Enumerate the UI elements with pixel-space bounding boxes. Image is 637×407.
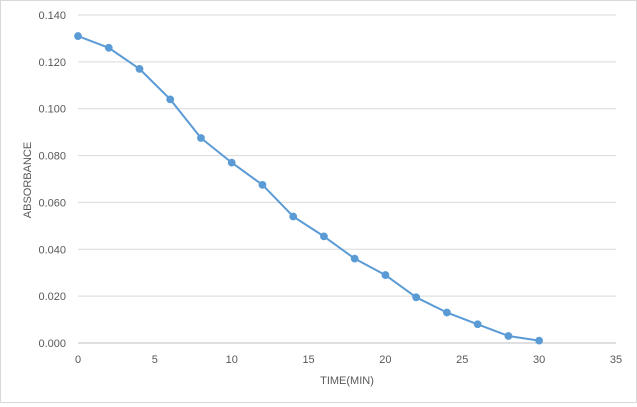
x-tick-label: 10: [226, 354, 238, 366]
y-tick-label: 0.080: [38, 151, 66, 163]
x-axis-title: TIME(MIN): [320, 375, 374, 387]
series: [74, 32, 544, 345]
x-tick-label: 0: [75, 354, 81, 366]
series-line: [77, 35, 541, 342]
x-tick-label: 30: [533, 354, 545, 366]
x-tick-label: 35: [610, 354, 622, 366]
data-point: [135, 64, 144, 73]
data-point: [74, 32, 82, 40]
y-tick-label: 0.120: [38, 57, 66, 69]
y-tick-label: 0.040: [38, 244, 66, 256]
y-tick-label: 0.000: [38, 338, 66, 350]
data-point: [227, 158, 236, 167]
x-tick-label: 15: [302, 354, 314, 366]
data-point: [166, 95, 175, 104]
x-tick-label: 25: [456, 354, 468, 366]
data-point: [258, 180, 267, 189]
data-point: [443, 308, 451, 317]
x-tick-label: 5: [152, 354, 158, 366]
data-point: [535, 336, 544, 345]
data-point: [197, 134, 205, 142]
data-point: [104, 43, 113, 52]
y-tick-label: 0.060: [38, 197, 66, 209]
y-tick-label: 0.020: [38, 291, 66, 303]
data-point: [381, 271, 390, 279]
data-point: [412, 293, 421, 302]
data-point: [473, 320, 482, 329]
y-tick-label: 0.140: [38, 10, 66, 22]
data-point: [320, 232, 328, 241]
y-axis-title: ABSORBANCE: [22, 142, 34, 218]
y-tick-labels: 0.000 0.020 0.040 0.060 0.080 0.100 0.120 0.140: [38, 10, 66, 350]
x-tick-label: 20: [379, 354, 391, 366]
gridlines: [78, 14, 616, 297]
data-point: [504, 332, 513, 340]
y-tick-label: 0.100: [38, 104, 66, 116]
data-point: [350, 254, 359, 263]
data-point: [289, 212, 298, 221]
x-tick-labels: 0 5 10 15 20 25 30 35: [75, 354, 622, 366]
